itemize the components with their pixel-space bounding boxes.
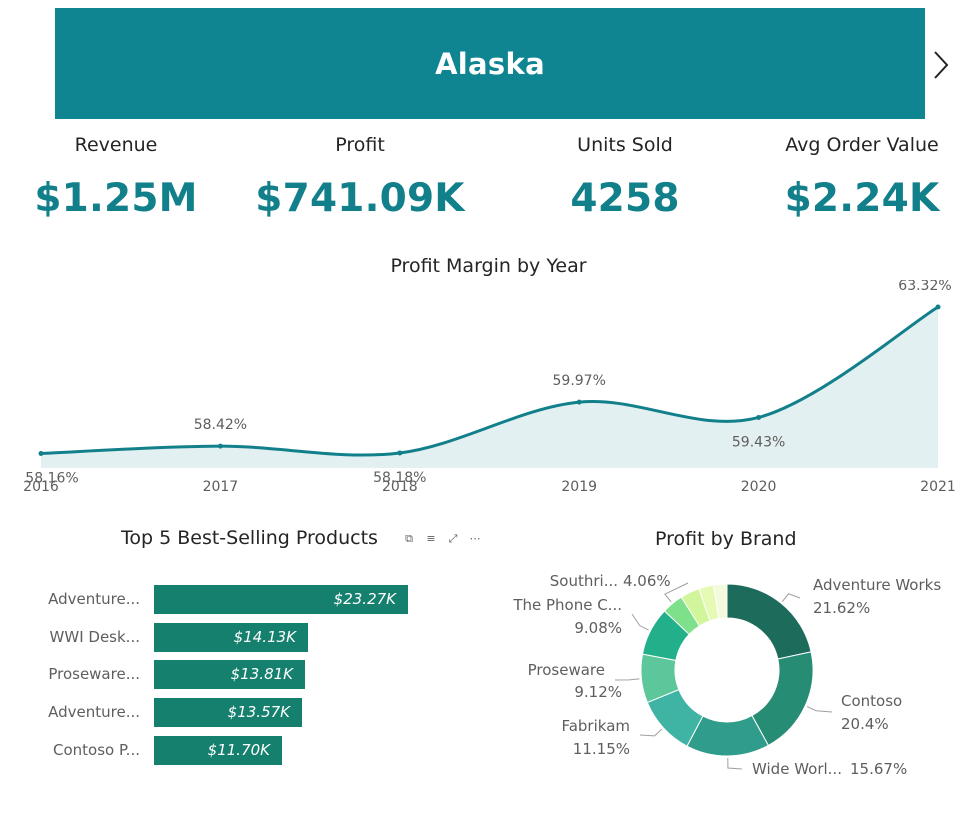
bar[interactable]: $23.27K bbox=[154, 585, 408, 614]
bar-category-label: WWI Desk... bbox=[49, 628, 140, 646]
kpi-label: Units Sold bbox=[577, 134, 673, 156]
data-label: 58.18% bbox=[373, 470, 426, 486]
bar-data-label: $14.13K bbox=[233, 628, 296, 646]
copy-icon[interactable]: ⧉ bbox=[405, 532, 413, 545]
chevron-right-icon[interactable] bbox=[928, 48, 954, 82]
data-label: 59.97% bbox=[553, 373, 606, 389]
data-label: 63.32% bbox=[898, 280, 951, 294]
slice-label: Fabrikam bbox=[561, 717, 630, 735]
slice-label: Adventure Works bbox=[813, 576, 941, 594]
kpi-value: $1.25M bbox=[34, 176, 198, 221]
leader-line bbox=[614, 678, 640, 681]
kpi-value: $2.24K bbox=[784, 176, 940, 221]
region-banner: Alaska bbox=[55, 8, 925, 119]
area-fill bbox=[41, 307, 938, 468]
slice-label: Proseware bbox=[528, 661, 605, 679]
x-tick-label: 2020 bbox=[741, 479, 777, 495]
series-line bbox=[40, 305, 939, 457]
leader-line bbox=[631, 613, 649, 631]
slice-data-label: 11.15% bbox=[573, 740, 630, 758]
leader-line bbox=[781, 593, 801, 602]
data-point bbox=[935, 304, 941, 310]
data-point bbox=[38, 451, 44, 457]
slice-label: The Phone C... bbox=[512, 596, 622, 614]
bar[interactable]: $13.57K bbox=[154, 698, 302, 727]
x-tick-label: 2019 bbox=[561, 479, 597, 495]
filter-icon[interactable]: ≡ bbox=[426, 532, 436, 545]
bar-data-label: $13.81K bbox=[230, 665, 293, 683]
donut-slice bbox=[726, 583, 812, 660]
profit-margin-line-chart: 58.16%2016 58.42% 2017 58.18%2018 59.97% 2019… bbox=[23, 280, 956, 495]
kpi-card-revenue: Revenue $1.25M bbox=[6, 130, 226, 221]
bar-category-label: Proseware... bbox=[48, 665, 140, 683]
kpi-card-profit: Profit $741.09K bbox=[250, 130, 470, 221]
data-point bbox=[756, 414, 762, 420]
x-tick-label: 2018 bbox=[382, 479, 418, 495]
x-tick-label: 2021 bbox=[920, 479, 956, 495]
leader-line bbox=[639, 728, 663, 737]
focus-mode-icon[interactable]: ⤢ bbox=[448, 532, 458, 545]
x-tick-label: 2017 bbox=[203, 479, 239, 495]
slice-label: Contoso bbox=[841, 692, 902, 710]
kpi-label: Avg Order Value bbox=[785, 134, 939, 156]
slice-data-label: 15.67% bbox=[850, 760, 907, 778]
kpi-value: $741.09K bbox=[255, 176, 465, 221]
donut-slice bbox=[712, 583, 728, 620]
kpi-label: Profit bbox=[335, 134, 385, 156]
bar-data-label: $11.70K bbox=[207, 741, 270, 759]
data-point bbox=[576, 399, 582, 405]
data-point bbox=[217, 443, 223, 449]
bar-data-label: $13.57K bbox=[227, 703, 290, 721]
slice-data-label: 20.4% bbox=[841, 715, 889, 733]
bar[interactable]: $11.70K bbox=[154, 736, 282, 765]
visual-header: ⧉ ≡ ⤢ ⋯ bbox=[402, 532, 482, 546]
banner-title: Alaska bbox=[435, 46, 545, 81]
bar-category-label: Adventure... bbox=[48, 590, 140, 608]
slice-label: Wide Worl... bbox=[752, 760, 842, 778]
data-label: 58.42% bbox=[194, 417, 247, 433]
x-tick-label: 2016 bbox=[23, 479, 59, 495]
bar[interactable]: $14.13K bbox=[154, 623, 308, 652]
more-options-icon[interactable]: ⋯ bbox=[469, 532, 481, 545]
leader-line bbox=[727, 757, 743, 770]
kpi-label: Revenue bbox=[74, 134, 158, 156]
kpi-card-avg-order-value: Avg Order Value $2.24K bbox=[752, 130, 972, 221]
slice-data-label: 9.08% bbox=[574, 619, 622, 637]
bar-category-label: Contoso P... bbox=[53, 741, 140, 759]
slice-label: Southri... bbox=[550, 572, 618, 590]
kpi-value: 4258 bbox=[570, 176, 680, 221]
bar-category-label: Adventure... bbox=[48, 703, 140, 721]
slice-data-label: 21.62% bbox=[813, 599, 870, 617]
leader-line bbox=[664, 582, 689, 603]
slice-data-label: 9.12% bbox=[574, 683, 622, 701]
data-label: 59.43% bbox=[732, 434, 785, 450]
bar[interactable]: $13.81K bbox=[154, 660, 305, 689]
kpi-card-units-sold: Units Sold 4258 bbox=[515, 130, 735, 221]
data-label: 58.16% bbox=[25, 471, 78, 487]
leader-line bbox=[806, 706, 833, 713]
bar-data-label: $23.27K bbox=[333, 590, 396, 608]
data-point bbox=[397, 450, 403, 456]
profit-margin-chart-title: Profit Margin by Year bbox=[390, 255, 587, 277]
top-products-chart-title: Top 5 Best-Selling Products bbox=[121, 527, 378, 549]
slice-data-label: 4.06% bbox=[623, 572, 671, 590]
profit-by-brand-chart-title: Profit by Brand bbox=[655, 528, 797, 550]
